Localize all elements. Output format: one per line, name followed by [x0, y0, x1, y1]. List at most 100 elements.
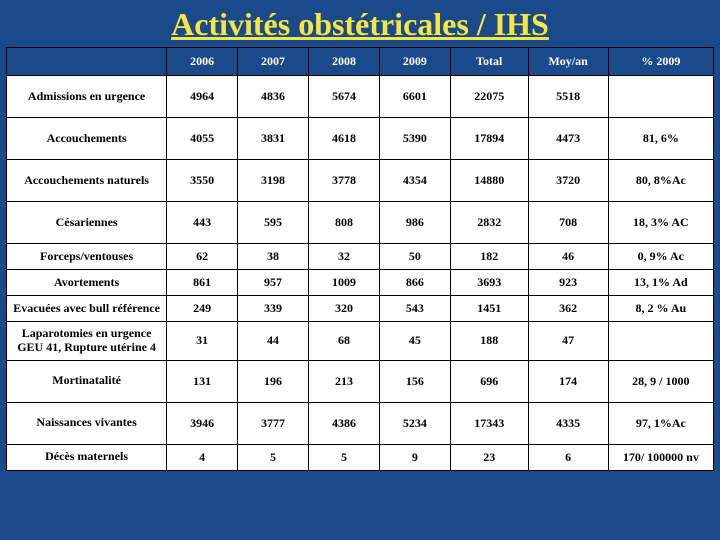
cell: 47: [528, 322, 608, 361]
table-row: Evacuées avec bull référence249339320543…: [7, 296, 714, 322]
cell: 196: [238, 360, 309, 402]
obstetrics-table: 2006 2007 2008 2009 Total Moy/an % 2009 …: [6, 47, 714, 471]
table-row: Accouchements405538314618539017894447381…: [7, 118, 714, 160]
cell: 22075: [450, 76, 528, 118]
cell: 4354: [379, 160, 450, 202]
cell: 131: [167, 360, 238, 402]
cell: 8, 2 % Au: [608, 296, 713, 322]
cell: 213: [309, 360, 380, 402]
cell: 44: [238, 322, 309, 361]
table-row: Mortinatalité13119621315669617428, 9 / 1…: [7, 360, 714, 402]
cell: 18, 3% AC: [608, 202, 713, 244]
cell: 4964: [167, 76, 238, 118]
cell: 923: [528, 270, 608, 296]
cell: 38: [238, 244, 309, 270]
cell: 5674: [309, 76, 380, 118]
cell: 170/ 100000 nv: [608, 444, 713, 470]
cell: 32: [309, 244, 380, 270]
cell: 696: [450, 360, 528, 402]
table-row: Accouchements naturels355031983778435414…: [7, 160, 714, 202]
cell: 81, 6%: [608, 118, 713, 160]
table-row: Forceps/ventouses62383250182460, 9% Ac: [7, 244, 714, 270]
cell: 4386: [309, 402, 380, 444]
cell: 17894: [450, 118, 528, 160]
cell: [608, 76, 713, 118]
cell: [608, 322, 713, 361]
cell: 68: [309, 322, 380, 361]
cell: 3720: [528, 160, 608, 202]
row-label: Accouchements: [7, 118, 167, 160]
cell: 4055: [167, 118, 238, 160]
cell: 5: [309, 444, 380, 470]
col-header: Moy/an: [528, 48, 608, 76]
cell: 3778: [309, 160, 380, 202]
cell: 1451: [450, 296, 528, 322]
cell: 3946: [167, 402, 238, 444]
table-row: Naissances vivantes394637774386523417343…: [7, 402, 714, 444]
col-header: % 2009: [608, 48, 713, 76]
col-header: 2008: [309, 48, 380, 76]
cell: 174: [528, 360, 608, 402]
table-row: Avortements8619571009866369392313, 1% Ad: [7, 270, 714, 296]
cell: 249: [167, 296, 238, 322]
cell: 986: [379, 202, 450, 244]
row-label: Accouchements naturels: [7, 160, 167, 202]
cell: 80, 8%Ac: [608, 160, 713, 202]
cell: 4836: [238, 76, 309, 118]
cell: 3198: [238, 160, 309, 202]
cell: 595: [238, 202, 309, 244]
table-row: Laparotomies en urgence GEU 41, Rupture …: [7, 322, 714, 361]
cell: 45: [379, 322, 450, 361]
cell: 50: [379, 244, 450, 270]
row-label: Forceps/ventouses: [7, 244, 167, 270]
cell: 13, 1% Ad: [608, 270, 713, 296]
cell: 866: [379, 270, 450, 296]
col-header: [7, 48, 167, 76]
cell: 188: [450, 322, 528, 361]
cell: 808: [309, 202, 380, 244]
col-header: 2006: [167, 48, 238, 76]
row-label: Décès maternels: [7, 444, 167, 470]
table-body: Admissions en urgence4964483656746601220…: [7, 76, 714, 471]
cell: 28, 9 / 1000: [608, 360, 713, 402]
cell: 14880: [450, 160, 528, 202]
slide-title: Activités obstétricales / IHS: [0, 0, 720, 47]
cell: 320: [309, 296, 380, 322]
table-container: 2006 2007 2008 2009 Total Moy/an % 2009 …: [0, 47, 720, 471]
cell: 23: [450, 444, 528, 470]
table-header-row: 2006 2007 2008 2009 Total Moy/an % 2009: [7, 48, 714, 76]
cell: 3777: [238, 402, 309, 444]
cell: 3550: [167, 160, 238, 202]
cell: 5518: [528, 76, 608, 118]
cell: 957: [238, 270, 309, 296]
row-label: Césariennes: [7, 202, 167, 244]
cell: 4335: [528, 402, 608, 444]
row-label: Evacuées avec bull référence: [7, 296, 167, 322]
row-label: Naissances vivantes: [7, 402, 167, 444]
table-row: Césariennes443595808986283270818, 3% AC: [7, 202, 714, 244]
table-row: Décès maternels4559236170/ 100000 nv: [7, 444, 714, 470]
cell: 62: [167, 244, 238, 270]
cell: 861: [167, 270, 238, 296]
cell: 4473: [528, 118, 608, 160]
row-label: Avortements: [7, 270, 167, 296]
cell: 0, 9% Ac: [608, 244, 713, 270]
cell: 543: [379, 296, 450, 322]
row-label: Mortinatalité: [7, 360, 167, 402]
cell: 5390: [379, 118, 450, 160]
cell: 46: [528, 244, 608, 270]
cell: 6601: [379, 76, 450, 118]
cell: 4: [167, 444, 238, 470]
cell: 3831: [238, 118, 309, 160]
cell: 2832: [450, 202, 528, 244]
cell: 9: [379, 444, 450, 470]
cell: 6: [528, 444, 608, 470]
table-row: Admissions en urgence4964483656746601220…: [7, 76, 714, 118]
cell: 17343: [450, 402, 528, 444]
cell: 339: [238, 296, 309, 322]
cell: 708: [528, 202, 608, 244]
col-header: Total: [450, 48, 528, 76]
cell: 156: [379, 360, 450, 402]
cell: 362: [528, 296, 608, 322]
col-header: 2009: [379, 48, 450, 76]
